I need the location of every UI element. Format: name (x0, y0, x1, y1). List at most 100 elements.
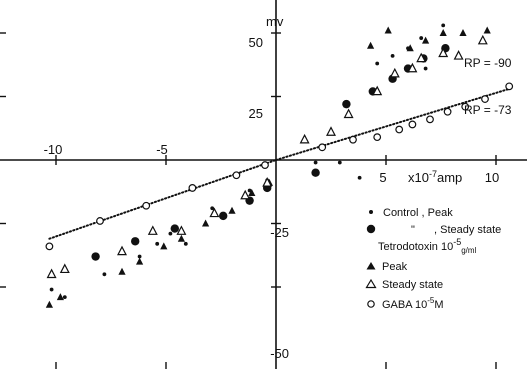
y-axis-label: mv (266, 14, 284, 29)
data-point-ttx-steady (343, 108, 354, 119)
data-point-control-peak (210, 206, 215, 211)
data-point-ttx-steady (176, 225, 187, 235)
data-point-ttx-peak (118, 267, 126, 275)
data-point-ttx-steady (262, 177, 273, 187)
data-point-ttx-steady (117, 245, 127, 256)
legend-marker-small-dot (369, 210, 373, 214)
data-point-gaba (349, 135, 357, 144)
y-tick-label: -50 (270, 346, 289, 361)
legend-label: Control , Peak (383, 207, 453, 219)
data-point-ttx-peak (406, 44, 414, 52)
data-point-control-steady (170, 224, 179, 233)
x-tick-label: -10 (44, 142, 63, 157)
data-point-gaba (426, 115, 434, 124)
data-point-gaba (232, 171, 241, 180)
data-point-ttx-steady (209, 207, 220, 218)
data-point-ttx-peak (202, 219, 210, 227)
data-point-gaba (443, 107, 452, 116)
data-point-control-peak (390, 53, 395, 58)
data-point-control-peak (423, 66, 428, 71)
data-point-ttx-steady (453, 50, 464, 60)
data-point-gaba (318, 143, 327, 152)
legend-label: " (411, 224, 415, 236)
data-point-control-peak (102, 272, 107, 277)
data-point-gaba (96, 217, 104, 225)
data-point-control-peak (168, 231, 173, 236)
data-point-control-peak (155, 241, 160, 246)
legend-label: GABA 10-5M (382, 296, 444, 311)
legend-marker-open-triangle (365, 278, 377, 289)
data-point-ttx-steady (299, 133, 310, 144)
data-point-control-peak (49, 287, 54, 292)
data-point-control-steady (342, 99, 351, 109)
data-point-control-peak (313, 160, 318, 165)
data-point-gaba (188, 184, 197, 192)
legend-title: Tetrodotoxin 10-5g/ml (378, 237, 477, 255)
y-tick-label: 50 (249, 35, 263, 50)
data-point-gaba (373, 133, 382, 142)
data-point-ttx-peak (439, 29, 447, 36)
data-point-control-peak (62, 295, 67, 300)
data-point-control-steady (131, 237, 140, 246)
data-point-ttx-peak (248, 189, 256, 197)
data-point-control-peak (419, 36, 424, 40)
data-point-control-peak (375, 61, 380, 66)
data-point-control-peak (247, 188, 252, 193)
data-point-control-peak (137, 254, 142, 259)
data-point-gaba (461, 102, 470, 111)
data-point-ttx-peak (422, 36, 430, 44)
data-point-control-steady (311, 168, 320, 177)
data-point-ttx-peak (45, 300, 53, 308)
data-point-ttx-steady (438, 47, 449, 58)
x-axis-unit: x10-7amp (408, 169, 462, 185)
data-point-control-steady (91, 252, 100, 261)
data-point-control-steady (219, 211, 228, 221)
data-point-gaba (481, 95, 489, 103)
regression-line (275, 87, 511, 161)
data-point-ttx-steady (240, 189, 251, 200)
data-point-ttx-steady (59, 263, 70, 274)
regression-line-spacer (276, 30, 515, 160)
data-point-control-peak (441, 23, 446, 28)
data-point-gaba (395, 125, 404, 134)
data-point-control-peak (337, 160, 342, 165)
legend: Control , Peak " , Steady state Tetrodot… (365, 207, 501, 311)
data-point-ttx-peak (136, 257, 144, 265)
data-point-gaba (408, 120, 417, 129)
legend-label: Peak (382, 261, 408, 273)
data-point-gaba (261, 161, 269, 169)
data-point-ttx-peak (177, 234, 185, 242)
regression-line (48, 159, 277, 240)
data-point-ttx-peak (228, 206, 236, 214)
legend-marker-open-circle (367, 300, 375, 308)
data-point-ttx-steady (46, 268, 57, 279)
data-point-control-peak (357, 175, 362, 180)
data-point-ttx-peak (483, 26, 491, 34)
annotation-rp-73: RP = -73 (464, 103, 512, 117)
y-tick-label: -25 (270, 225, 289, 240)
data-point-ttx-steady (372, 85, 383, 96)
data-point-ttx-steady (416, 52, 427, 63)
data-point-ttx-steady (477, 34, 488, 45)
data-point-ttx-steady (389, 67, 400, 78)
legend-marker-filled-triangle (366, 262, 376, 270)
x-tick-label: 10 (485, 170, 499, 185)
legend-marker-big-dot (366, 224, 376, 234)
data-point-gaba (45, 242, 54, 251)
data-point-ttx-steady (407, 62, 418, 73)
x-tick-label: -5 (156, 142, 168, 157)
data-point-ttx-steady (326, 126, 336, 136)
data-point-gaba (505, 82, 514, 91)
data-point-ttx-peak (160, 242, 168, 250)
y-tick-label: 25 (249, 106, 263, 121)
data-point-ttx-peak (367, 41, 375, 49)
annotation-rp-90: RP = -90 (464, 56, 512, 70)
legend-label: Steady state (382, 279, 443, 291)
legend-label: , Steady state (434, 224, 501, 236)
data-points (45, 23, 514, 308)
data-point-ttx-steady (147, 225, 158, 235)
data-point-ttx-peak (384, 26, 392, 34)
data-point-gaba (142, 201, 151, 210)
